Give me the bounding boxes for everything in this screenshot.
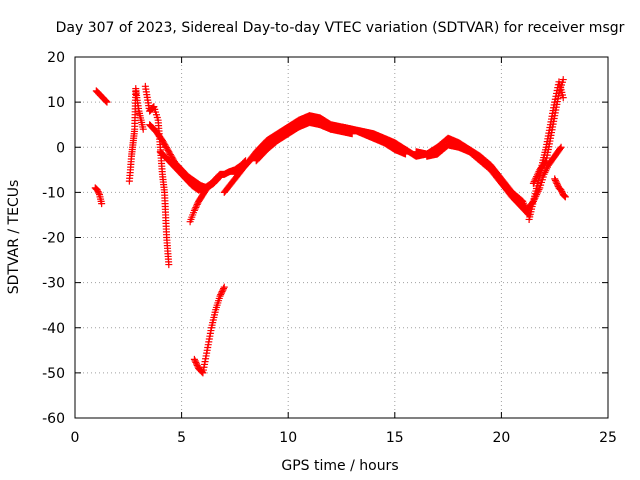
- y-tick-label: -60: [42, 411, 65, 427]
- series-arc-15: [529, 76, 567, 187]
- x-tick-label: 20: [492, 430, 510, 446]
- data-point-fill: [193, 360, 201, 368]
- data-point-fill: [218, 288, 226, 296]
- data-point-fill: [193, 200, 201, 208]
- data-point: [103, 98, 111, 106]
- data-point-fill: [193, 361, 201, 369]
- data-point-fill: [95, 189, 103, 197]
- series-arc-12: [412, 134, 565, 214]
- y-tick-label: -30: [42, 276, 65, 292]
- series-arc-16: [551, 175, 569, 201]
- data-point-fill: [217, 291, 225, 299]
- data-point-fill: [217, 289, 225, 297]
- x-tick-label: 0: [71, 430, 80, 446]
- data-marks: [91, 76, 569, 377]
- data-point: [216, 292, 224, 300]
- data-point-fill: [560, 191, 568, 199]
- data-point-fill: [533, 171, 541, 179]
- data-point-fill: [94, 188, 102, 196]
- y-tick-label: 0: [56, 140, 65, 156]
- data-point-fill: [192, 358, 200, 366]
- data-point: [553, 179, 561, 187]
- y-tick-label: 20: [47, 50, 65, 66]
- data-point: [348, 130, 356, 138]
- data-point: [557, 186, 565, 194]
- data-point: [220, 283, 228, 291]
- data-point: [561, 193, 569, 201]
- data-point-fill: [219, 286, 227, 294]
- data-point-fill: [191, 357, 199, 365]
- data-point-fill: [102, 97, 110, 105]
- series-arc-2: [92, 87, 111, 106]
- data-point: [93, 186, 101, 194]
- y-axis-label: SDTVAR / TECUs: [6, 180, 22, 295]
- series-arc-3: [125, 85, 147, 185]
- series-arc-13: [423, 141, 533, 219]
- data-point-fill: [102, 97, 110, 105]
- data-point-fill: [193, 202, 201, 210]
- series-arc-4: [141, 82, 173, 269]
- data-point-fill: [551, 176, 559, 184]
- x-tick-label: 15: [386, 430, 404, 446]
- data-point-fill: [191, 205, 199, 213]
- y-tick-label: -40: [42, 321, 65, 337]
- data-point: [559, 76, 567, 84]
- y-tick-label: 10: [47, 95, 65, 111]
- data-point: [529, 179, 537, 187]
- x-tick-label: 10: [279, 430, 297, 446]
- data-point-fill: [556, 144, 564, 152]
- data-point-fill: [552, 178, 560, 186]
- x-tick-label: 5: [177, 430, 186, 446]
- data-point-fill: [531, 176, 539, 184]
- data-point: [98, 200, 106, 208]
- data-point-fill: [554, 181, 562, 189]
- data-point: [401, 150, 409, 158]
- data-point-fill: [530, 178, 538, 186]
- data-point: [165, 261, 173, 269]
- series-arc-1: [91, 184, 106, 208]
- data-point: [190, 206, 198, 214]
- y-tick-label: -10: [42, 185, 65, 201]
- data-point-fill: [558, 188, 566, 196]
- data-point-fill: [534, 169, 542, 177]
- series-arc-8: [190, 283, 228, 377]
- data-point-fill: [192, 203, 200, 211]
- data-point: [559, 94, 567, 102]
- data-point-fill: [561, 192, 569, 200]
- data-point: [557, 143, 565, 151]
- data-point-fill: [541, 158, 549, 166]
- y-tick-label: -50: [42, 366, 65, 382]
- axis-ticks: 0 5 10 15 20 25 -60 -50 -40 -30 -20 -10 0 10 20: [42, 50, 617, 446]
- data-point-fill: [220, 285, 228, 293]
- x-axis-label: GPS time / hours: [281, 458, 398, 474]
- data-point: [139, 125, 147, 133]
- chart-title: Day 307 of 2023, Sidereal Day-to-day VTE…: [56, 20, 625, 36]
- data-point: [190, 355, 198, 363]
- x-tick-label: 25: [599, 430, 617, 446]
- y-tick-label: -20: [42, 231, 65, 247]
- data-point-fill: [533, 173, 541, 181]
- plot-frame: [74, 56, 609, 419]
- series-arc-11: [252, 118, 356, 165]
- data-point-fill: [532, 174, 540, 182]
- data-point: [551, 175, 559, 183]
